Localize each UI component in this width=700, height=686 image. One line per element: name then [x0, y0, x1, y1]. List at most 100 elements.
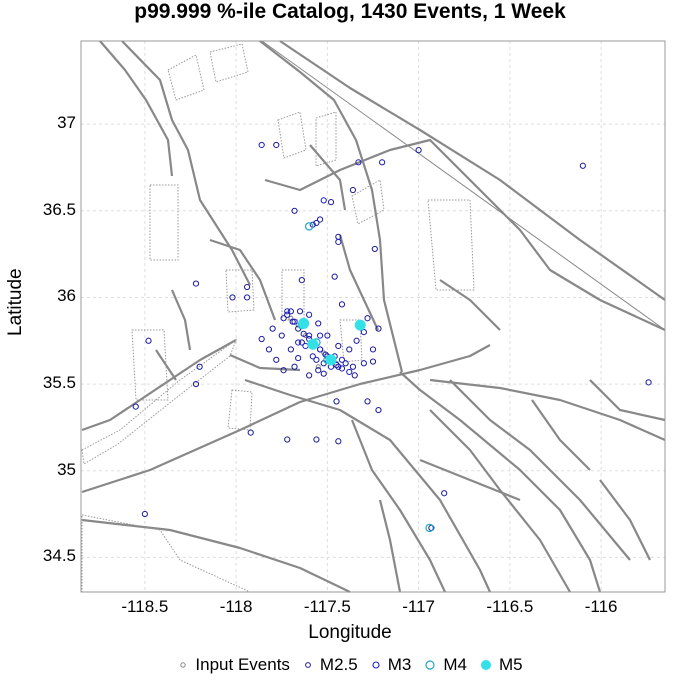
event-point-m2-5: [349, 186, 357, 194]
event-point-m2-5: [306, 372, 313, 379]
dotted-fault-zone: [315, 111, 337, 167]
event-point-m2-5: [338, 301, 346, 308]
event-point-m2-5: [192, 280, 200, 287]
event-point-m2-5: [346, 346, 353, 353]
event-point-m2-5: [315, 367, 322, 374]
y-tick-label: 34.5: [42, 546, 76, 566]
x-tick-label: -118.5: [121, 597, 169, 616]
fault-line: [264, 138, 666, 331]
fault-line: [531, 399, 591, 471]
fault-line: [419, 458, 521, 502]
event-point-m4: [425, 523, 434, 533]
fault-line: [309, 144, 347, 211]
x-tick-label: -117: [402, 597, 435, 616]
dotted-fault-zone: [427, 199, 475, 291]
dotted-fault-zone: [81, 338, 238, 465]
y-tick-label: 35.5: [42, 373, 76, 393]
event-point-m2-5: [298, 339, 305, 346]
y-tick-label: 36: [57, 286, 76, 306]
event-point-m3: [295, 339, 302, 346]
event-point-m2-5: [243, 283, 251, 291]
legend-item-m2-5: M2.5: [302, 655, 358, 675]
legend-label: Input Events: [195, 655, 290, 674]
y-tick-label: 37: [57, 113, 76, 133]
m4-marker-icon: [425, 660, 435, 670]
event-point-m3: [243, 294, 251, 301]
legend: Input Events M2.5 M3 M4 M5: [0, 655, 700, 675]
event-point-m2-5: [645, 379, 652, 386]
event-point-m3: [258, 141, 265, 149]
y-tick-label: 35: [57, 459, 76, 479]
fault-line: [229, 353, 301, 372]
fault-line: [589, 379, 666, 422]
event-point-m2-5: [375, 325, 382, 332]
fault-line: [209, 238, 277, 321]
event-point-m2-5: [247, 429, 254, 436]
legend-label: M2.5: [319, 655, 358, 674]
event-point-m2-5: [316, 216, 324, 223]
fault-line: [259, 40, 404, 373]
event-point-m2-5: [287, 346, 294, 353]
event-point-m3: [335, 363, 342, 370]
fault-line: [378, 499, 402, 593]
fault-line: [350, 419, 446, 593]
legend-label: M4: [443, 655, 467, 674]
fault-line: [99, 40, 174, 177]
input-events-marker-icon: [180, 662, 187, 668]
event-point-m2-5: [364, 315, 371, 322]
event-point-m2-5: [291, 207, 298, 214]
event-point-m3: [306, 332, 313, 339]
event-point-m2-5: [298, 277, 305, 284]
event-point-m2-5: [441, 490, 448, 497]
event-point-m3: [346, 368, 353, 376]
event-point-m2-5: [196, 363, 203, 370]
grid-lines: [81, 41, 665, 592]
event-point-m2-5: [331, 273, 338, 280]
fault-line: [244, 378, 492, 593]
event-point-m2-5: [379, 159, 386, 166]
fault-line: [279, 40, 666, 301]
legend-item-m3: M3: [370, 655, 411, 675]
earthquake-points: [132, 141, 652, 533]
event-point-m3: [338, 356, 346, 363]
event-point-m2-5: [313, 219, 320, 227]
event-point-m2-5: [371, 245, 378, 253]
event-point-m3: [335, 238, 342, 246]
event-point-m2-5: [360, 328, 367, 336]
event-point-input-events: [302, 333, 308, 339]
event-point-m2-5: [369, 346, 377, 353]
dotted-fault-zone: [277, 111, 307, 159]
event-point-m2-5: [300, 330, 307, 337]
event-point-m2-5: [284, 436, 291, 443]
event-point-m3: [355, 159, 362, 166]
event-point-m2-5: [284, 311, 291, 318]
fault-line: [81, 339, 237, 432]
event-point-m2-5: [364, 398, 371, 405]
event-point-m2-5: [327, 199, 335, 206]
event-point-m2-5: [351, 372, 358, 379]
x-tick-label: -117.5: [303, 597, 351, 616]
event-point-m2-5: [360, 360, 367, 367]
x-tick-label: -118: [219, 597, 253, 616]
event-point-m4: [304, 222, 314, 231]
dotted-fault-zone: [149, 184, 179, 261]
event-point-m2-5: [287, 308, 294, 315]
event-point-m3: [291, 318, 298, 325]
fault-line: [338, 234, 379, 331]
event-point-m2-5: [579, 162, 586, 169]
event-point-m2-5: [269, 325, 276, 332]
event-point-input-events: [321, 350, 327, 356]
event-point-m3: [313, 356, 320, 363]
dotted-fault-zone: [351, 179, 385, 225]
event-point-m2-5: [313, 436, 320, 443]
m5-marker-icon: [480, 660, 491, 670]
chart-title: p99.999 %-ile Catalog, 1430 Events, 1 We…: [134, 0, 566, 23]
legend-item-m4: M4: [423, 655, 467, 675]
fault-line: [121, 40, 251, 286]
fault-line: [449, 379, 631, 561]
event-point-m2-5: [192, 380, 200, 388]
fault-line: [439, 279, 501, 331]
fault-line: [429, 378, 666, 442]
dotted-fault-zone: [339, 319, 363, 363]
dotted-fault-zone: [131, 329, 169, 401]
